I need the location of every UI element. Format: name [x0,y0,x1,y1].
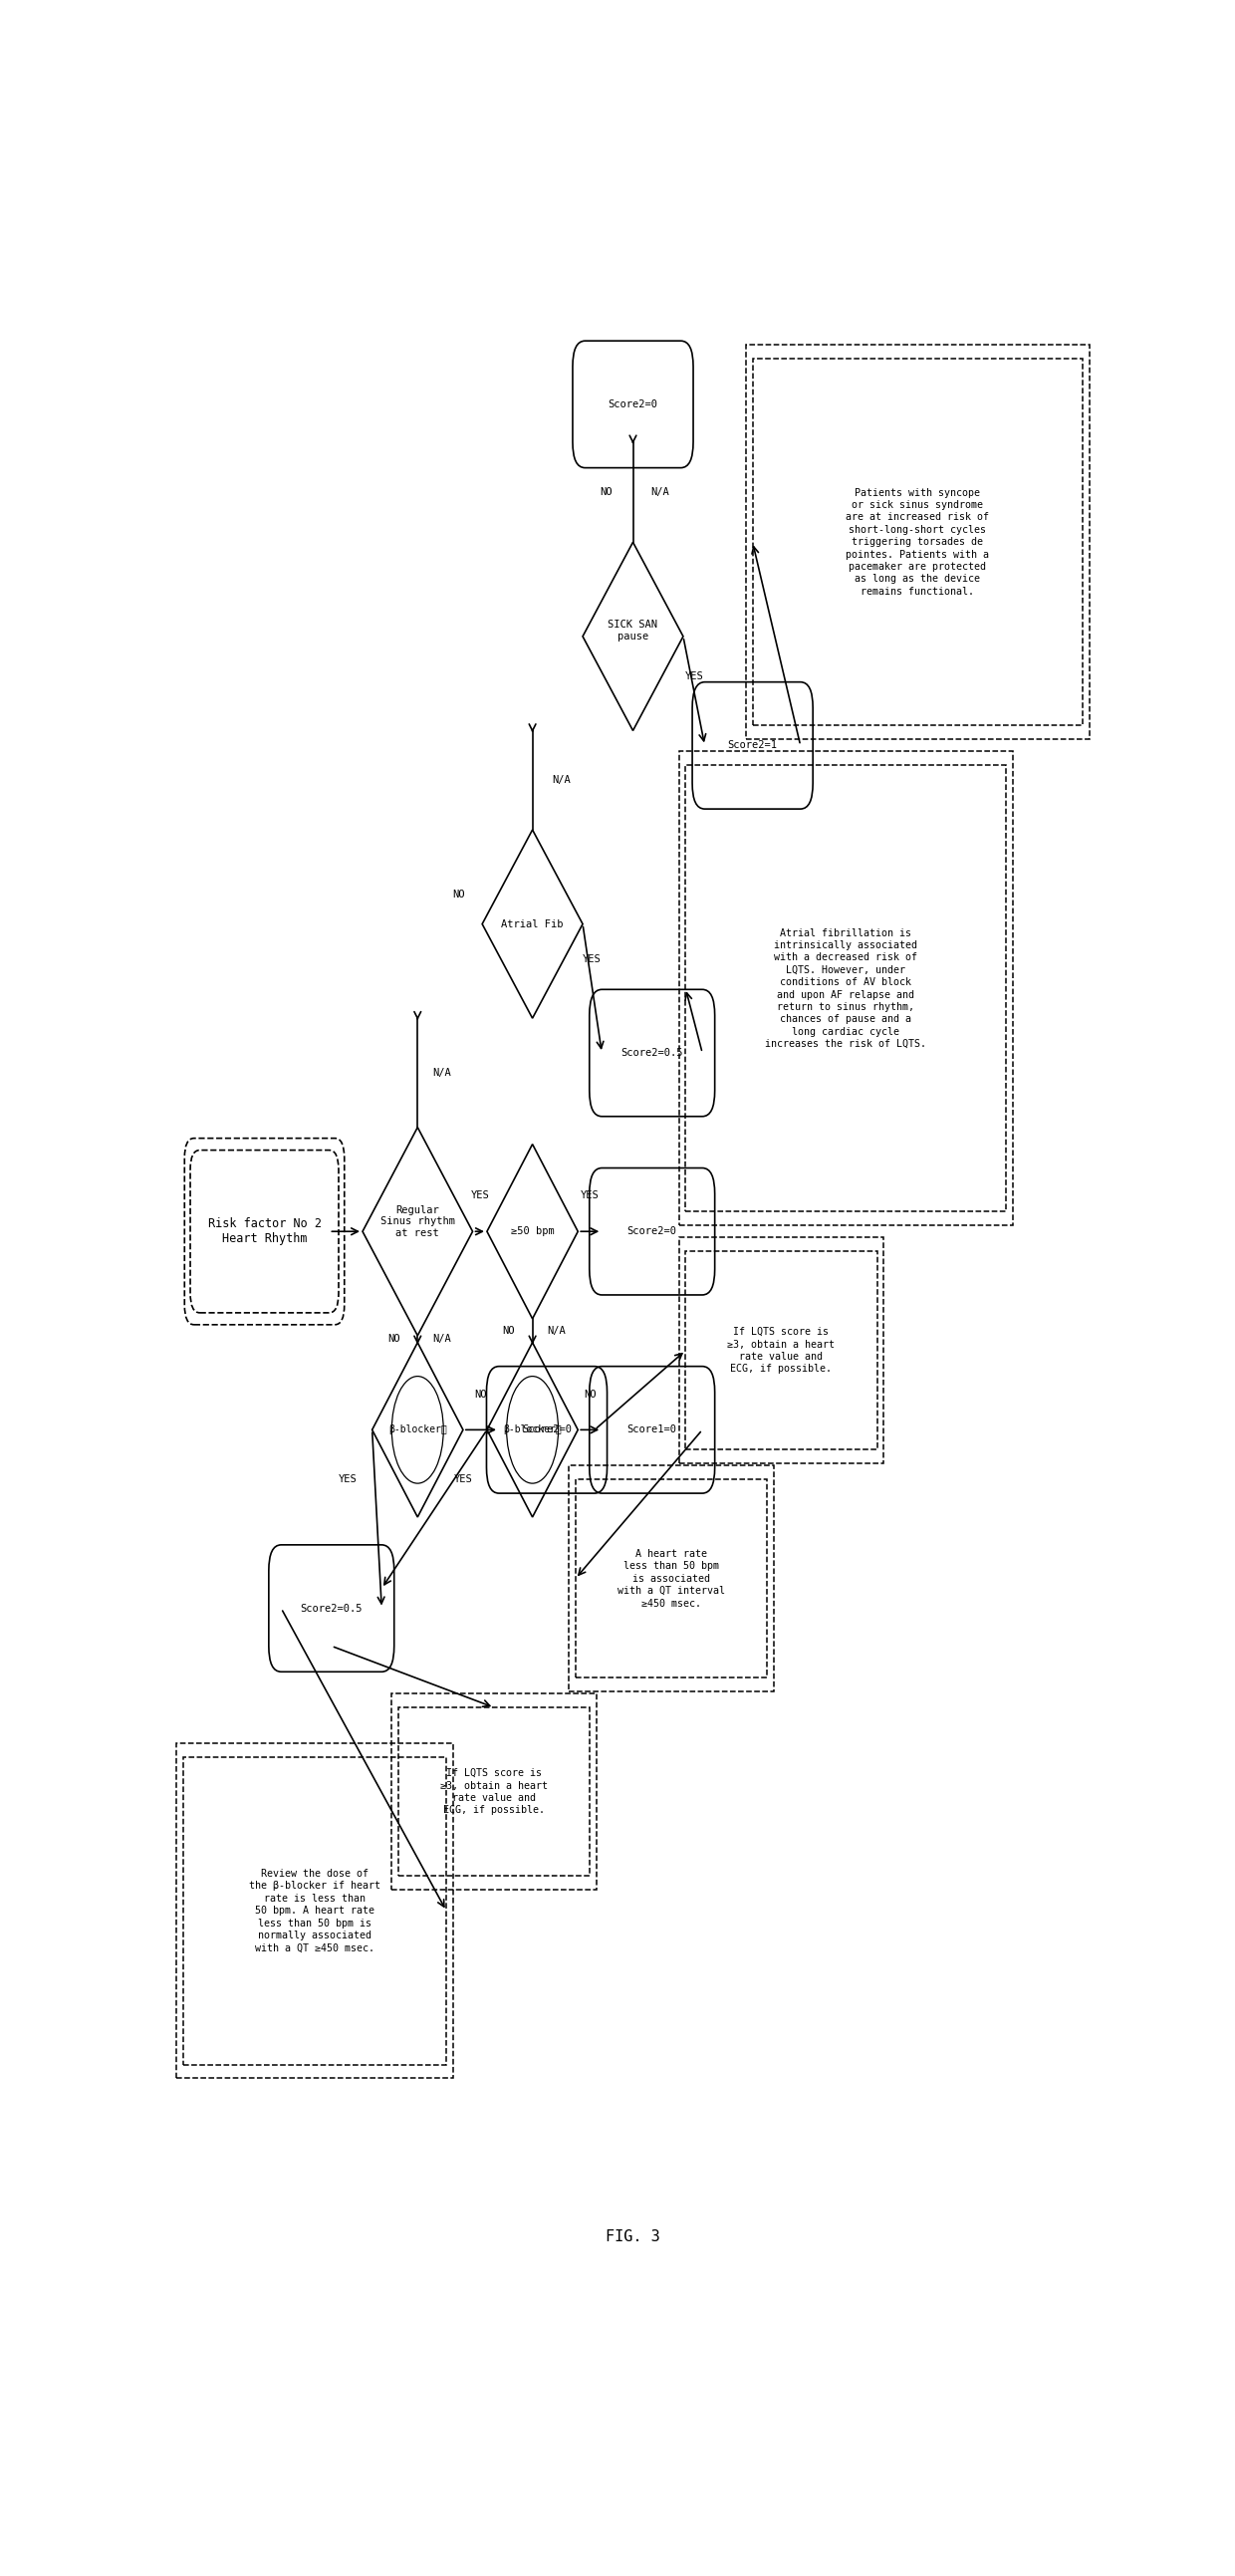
Bar [752,358,1083,726]
Bar [685,1252,877,1450]
Text: YES: YES [471,1190,489,1200]
Text: Score2=0: Score2=0 [608,399,658,410]
Bar [679,752,1013,1226]
Bar [685,765,1007,1211]
Text: Atrial Fib: Atrial Fib [501,920,563,930]
Text: Score2=0.5: Score2=0.5 [300,1602,363,1613]
Bar [183,1757,446,2063]
Text: SICK SAN
pause: SICK SAN pause [608,621,658,641]
Text: NO: NO [503,1327,515,1334]
Bar [177,1744,453,2079]
Text: NO: NO [584,1388,597,1399]
Text: Score2=1: Score2=1 [727,739,778,750]
Bar [679,1236,884,1463]
Text: YES: YES [684,672,703,680]
Text: Score2=0.5: Score2=0.5 [621,1048,683,1059]
Text: Regular
Sinus rhythm
at rest: Regular Sinus rhythm at rest [380,1206,454,1239]
Text: β-blocker①: β-blocker① [388,1425,447,1435]
Text: Patients with syncope
or sick sinus syndrome
are at increased risk of
short-long: Patients with syncope or sick sinus synd… [846,487,989,598]
Bar [399,1708,590,1875]
Text: NO: NO [388,1334,400,1345]
Text: Score1=0: Score1=0 [627,1425,677,1435]
Text: If LQTS score is
≥3, obtain a heart
rate value and
ECG, if possible.: If LQTS score is ≥3, obtain a heart rate… [727,1327,835,1373]
Text: NO: NO [600,487,613,497]
Text: FIG. 3: FIG. 3 [605,2231,661,2244]
Text: YES: YES [338,1473,357,1484]
Bar [391,1692,597,1891]
Text: β-blocker①: β-blocker① [503,1425,562,1435]
Text: N/A: N/A [432,1334,451,1345]
Text: NO: NO [474,1388,488,1399]
Bar [576,1479,767,1677]
Text: Score2=0: Score2=0 [627,1226,677,1236]
Text: YES: YES [583,956,601,963]
Text: Risk factor No 2
Heart Rhythm: Risk factor No 2 Heart Rhythm [207,1218,321,1244]
Bar [746,345,1089,739]
Bar [569,1466,773,1692]
Text: N/A: N/A [432,1069,451,1077]
Text: A heart rate
less than 50 bpm
is associated
with a QT interval
≥450 msec.: A heart rate less than 50 bpm is associa… [618,1548,725,1607]
Text: N/A: N/A [552,775,571,786]
Text: N/A: N/A [547,1327,566,1334]
Text: ≥50 bpm: ≥50 bpm [510,1226,555,1236]
Text: NO: NO [452,889,464,899]
Text: Review the dose of
the β-blocker if heart
rate is less than
50 bpm. A heart rate: Review the dose of the β-blocker if hear… [249,1868,380,1953]
Text: N/A: N/A [651,487,669,497]
Text: Score2=0: Score2=0 [522,1425,572,1435]
Text: Atrial fibrillation is
intrinsically associated
with a decreased risk of
LQTS. H: Atrial fibrillation is intrinsically ass… [766,927,926,1048]
Text: If LQTS score is
≥3, obtain a heart
rate value and
ECG, if possible.: If LQTS score is ≥3, obtain a heart rate… [441,1767,548,1816]
Text: YES: YES [580,1190,599,1200]
Text: YES: YES [453,1473,472,1484]
